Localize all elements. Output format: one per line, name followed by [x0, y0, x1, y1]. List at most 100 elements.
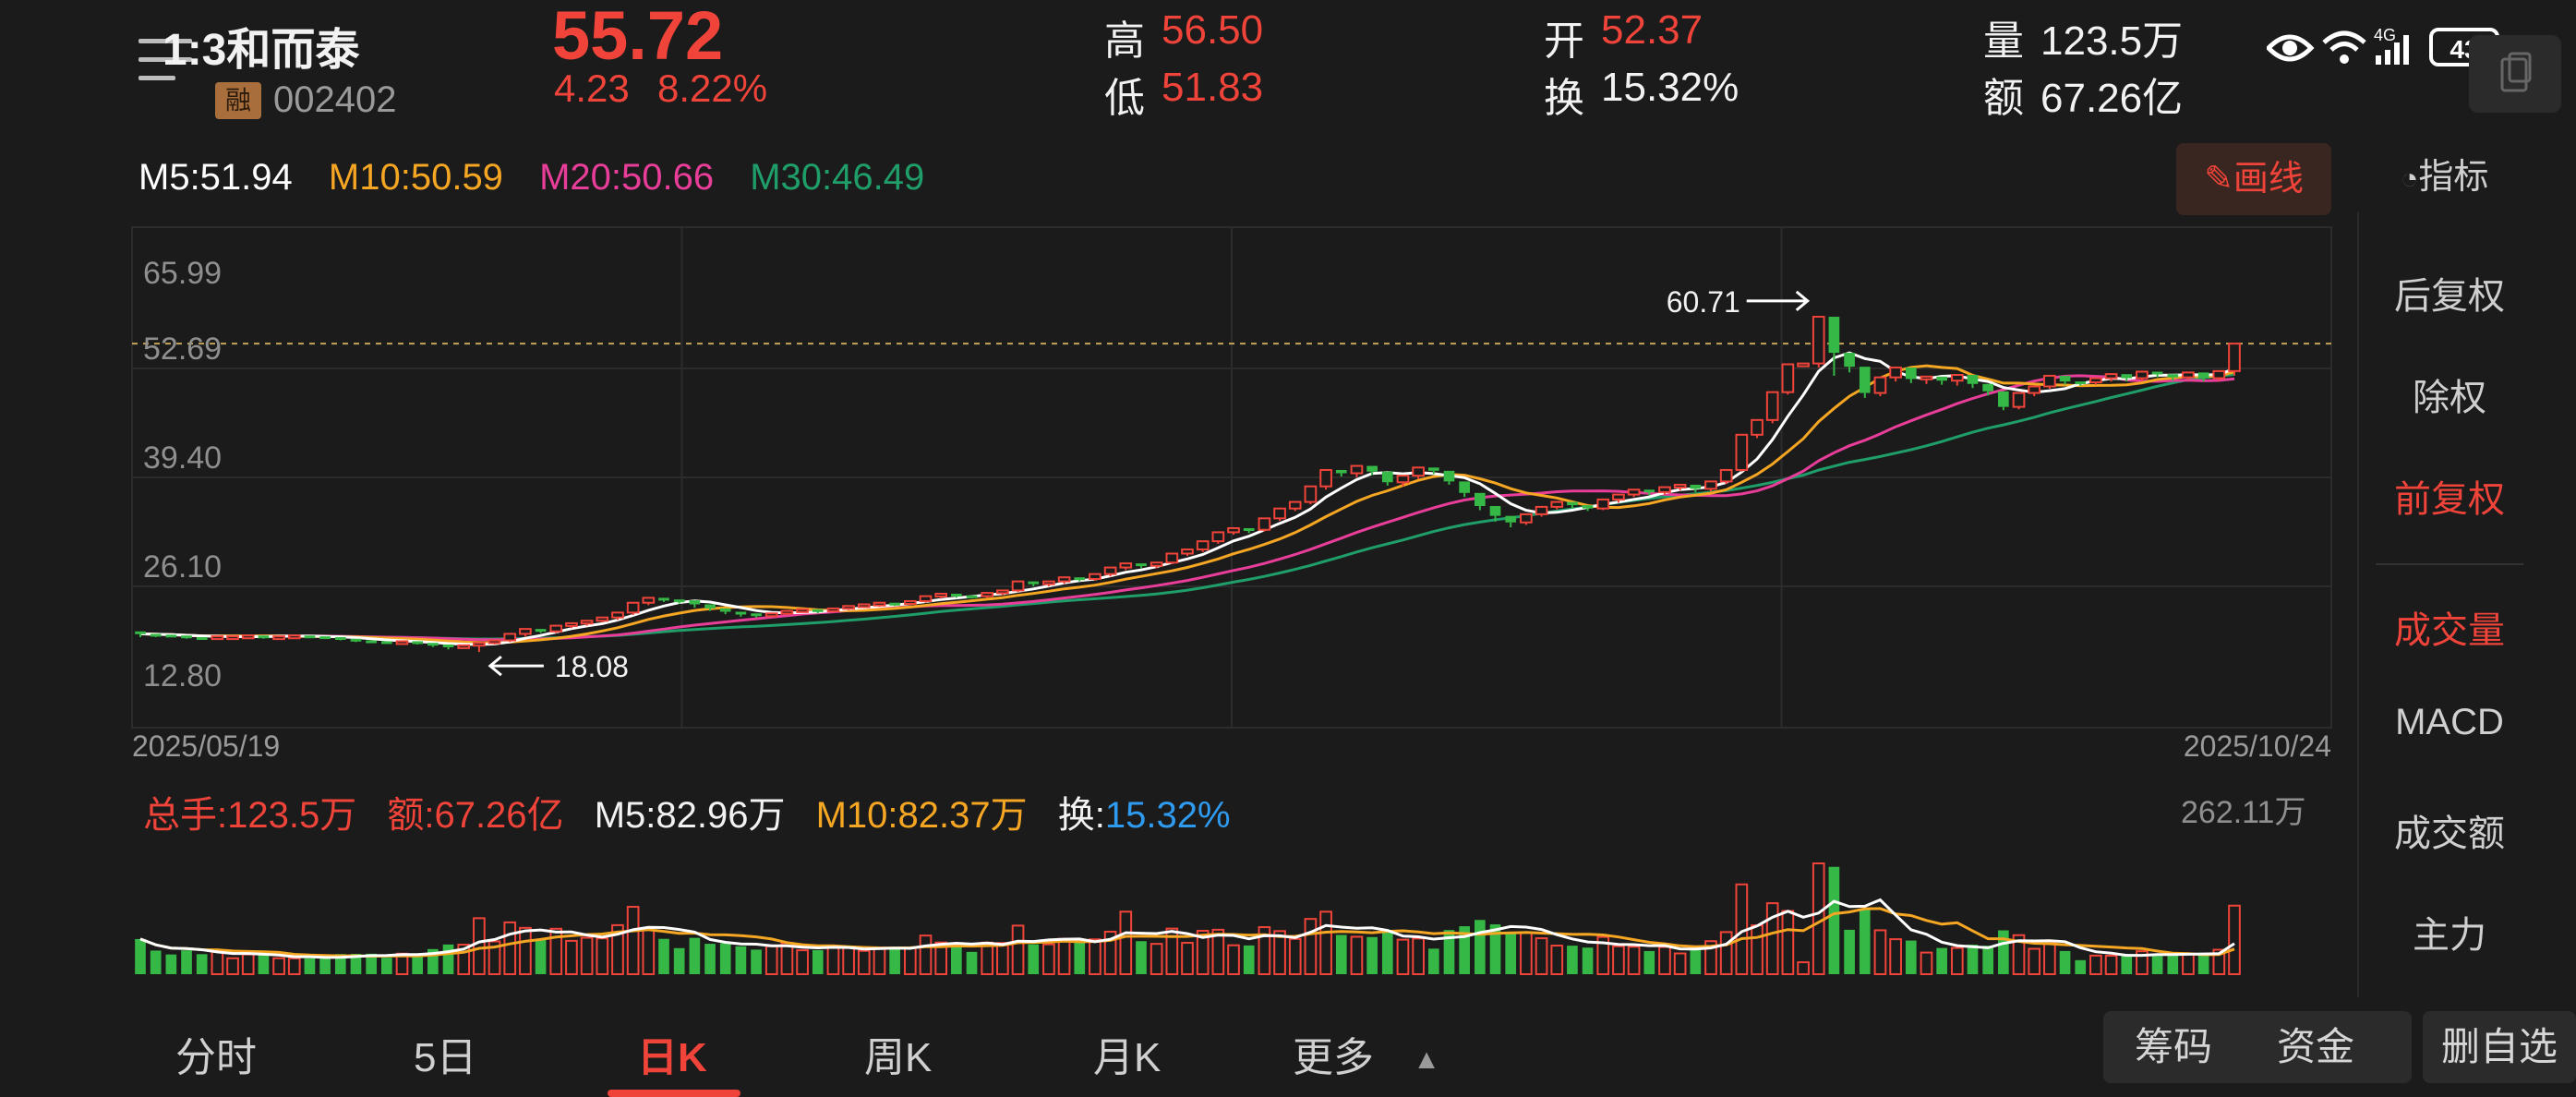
y-tick-label: 12.80	[143, 658, 222, 693]
signal-icon: 4G	[2374, 26, 2409, 65]
candle	[673, 599, 685, 604]
volume-max: 262.11万	[2181, 795, 2306, 830]
vol-ma5: M5:82.96万	[594, 795, 786, 836]
rp-ex-right[interactable]: 除权	[2413, 378, 2486, 418]
candle	[1475, 492, 1486, 511]
ma-lines	[139, 351, 2235, 646]
candle	[2121, 374, 2133, 382]
volume-bar	[919, 934, 933, 975]
window-mode-button[interactable]	[2469, 35, 2561, 113]
volume-bar	[181, 950, 192, 974]
ma20-value: M20:50.66	[539, 157, 715, 198]
candle	[1211, 531, 1225, 544]
volume-bar	[642, 927, 656, 975]
volume-bar	[2136, 950, 2149, 975]
candles	[135, 316, 2241, 653]
candle	[1751, 418, 1763, 439]
rp-macd[interactable]: MACD	[2395, 702, 2504, 742]
tab-more[interactable]: 更多 ▲	[1293, 1024, 1440, 1083]
last-price: 55.72	[552, 0, 724, 74]
ma30-value: M30:46.49	[750, 157, 925, 198]
candle	[2167, 374, 2179, 381]
candle	[1873, 376, 1887, 397]
bottom-tabs: 分时 5日 日K 周K 月K 更多 ▲ 筹码 资金 删自选	[0, 1002, 2576, 1097]
volume-bar	[981, 941, 994, 975]
volume-bar	[2151, 956, 2163, 974]
volume-bar	[1165, 927, 1179, 976]
tab-intraday[interactable]: 分时	[175, 1035, 257, 1080]
volume-bar	[596, 937, 609, 976]
pencil-icon: ✎	[2204, 160, 2233, 199]
volume-bar	[2121, 954, 2133, 974]
volume-bar	[1150, 943, 1163, 975]
candle	[1920, 375, 1933, 384]
y-tick-label: 52.69	[143, 332, 222, 367]
volume-chart[interactable]	[0, 826, 2357, 1002]
candle	[1227, 526, 1240, 536]
candle	[796, 608, 809, 613]
volume-bar	[658, 938, 669, 974]
ma10-line	[139, 364, 2235, 645]
candle	[1889, 367, 1902, 382]
volume-bar	[366, 953, 377, 974]
volume-bar	[796, 949, 809, 975]
tab-monthly-k[interactable]: 月K	[1093, 1035, 1162, 1080]
volume-bar	[1057, 937, 1071, 975]
candle	[304, 635, 316, 639]
volume-bar	[1535, 937, 1548, 975]
candle	[1797, 362, 1810, 368]
volume-bar	[165, 954, 177, 974]
menu-icon[interactable]	[138, 37, 192, 83]
candle	[2012, 392, 2026, 410]
candle	[150, 633, 162, 637]
funds-button[interactable]: 资金	[2277, 1025, 2355, 1068]
candle	[1366, 465, 1378, 476]
candle	[427, 643, 439, 647]
candle	[1396, 475, 1410, 487]
candle	[366, 640, 377, 644]
candle	[503, 633, 517, 643]
tab-5day[interactable]: 5日	[414, 1035, 477, 1080]
volume-bar	[2212, 948, 2226, 975]
volume-bar	[1119, 910, 1133, 975]
ma5-line	[139, 351, 2235, 646]
candle	[857, 603, 871, 609]
rp-forward-adjust[interactable]: 前复权	[2394, 479, 2505, 520]
volume-bar	[889, 947, 900, 974]
volume-bar	[1196, 930, 1210, 975]
candle	[241, 634, 255, 640]
candle	[334, 636, 346, 641]
candle	[1812, 316, 1825, 368]
candle	[258, 635, 270, 639]
rp-main-force[interactable]: 主力	[2413, 915, 2486, 956]
rp-volume[interactable]: 成交量	[2394, 610, 2505, 651]
volume-bar	[1844, 929, 1855, 974]
volume-bar	[966, 951, 978, 974]
candle	[689, 600, 701, 609]
candle	[842, 605, 855, 610]
delete-watchlist-button[interactable]: 删自选	[2423, 1011, 2576, 1083]
volume-bar	[873, 946, 886, 975]
volume-bar	[2012, 934, 2026, 976]
chart-grid	[131, 226, 2332, 729]
volume-bar	[1998, 930, 2009, 974]
rp-divider	[2376, 563, 2523, 565]
candle	[549, 624, 563, 633]
draw-line-button[interactable]: ✎画线	[2176, 143, 2331, 215]
candle	[1982, 383, 1994, 396]
candle	[2197, 372, 2209, 382]
rp-amount[interactable]: 成交额	[2394, 814, 2505, 854]
candle	[1828, 317, 1840, 376]
indicator-button[interactable]: ◔指标	[2401, 148, 2488, 199]
tab-daily-k[interactable]: 日K	[637, 1035, 707, 1080]
left-arrow-icon	[488, 655, 544, 677]
volume-bar	[626, 906, 640, 975]
tab-weekly-k[interactable]: 周K	[864, 1035, 933, 1080]
chips-button[interactable]: 筹码	[2135, 1025, 2213, 1068]
volume-bar	[442, 944, 454, 974]
volume-bar	[580, 936, 594, 975]
y-tick-label: 65.99	[143, 256, 222, 291]
rp-back-adjust[interactable]: 后复权	[2394, 276, 2505, 317]
candle	[2182, 371, 2195, 380]
candlestick-chart[interactable]: 65.99 52.69 39.40 26.10 12.80 60.71 18.08 20…	[0, 222, 2357, 776]
